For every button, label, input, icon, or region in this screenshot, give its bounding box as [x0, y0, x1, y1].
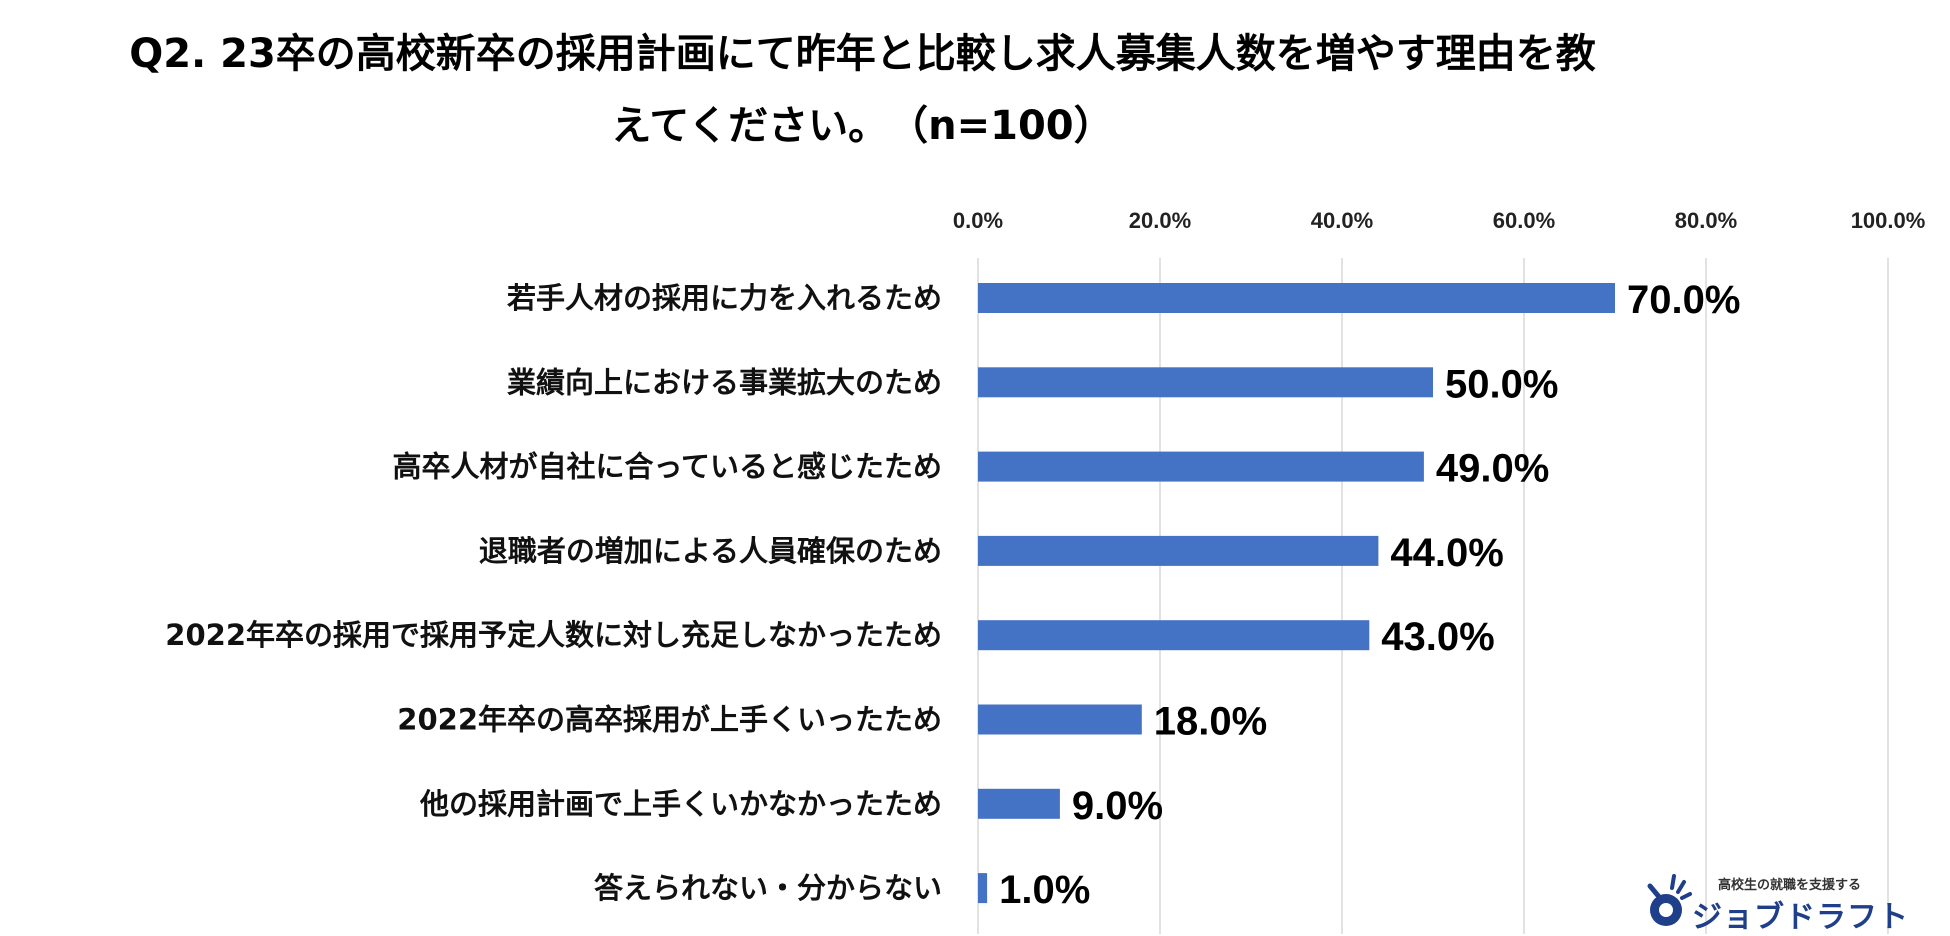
category-label: 他の採用計画で上手くいかなかったため [419, 787, 942, 821]
category-label: 高卒人材が自社に合っていると感じたため [392, 450, 942, 484]
chart-title: Q2. 23卒の高校新卒の採用計画にて昨年と比較し求人募集人数を増やす理由を教 … [0, 18, 1725, 162]
data-label: 50.0% [1445, 362, 1558, 406]
bar [978, 451, 1424, 482]
chart-title-line-1: Q2. 23卒の高校新卒の採用計画にて昨年と比較し求人募集人数を増やす理由を教 [129, 31, 1596, 77]
category-label: 2022年卒の採用で採用予定人数に対し充足しなかったため [165, 618, 942, 652]
x-tick-label: 0.0% [953, 208, 1003, 233]
category-label: 若手人材の採用に力を入れるため [507, 281, 942, 315]
logo-tagline: 高校生の就職を支援する [1718, 878, 1862, 893]
x-tick-label: 100.0% [1851, 208, 1926, 233]
bar [978, 704, 1142, 735]
x-tick-label: 80.0% [1675, 208, 1737, 233]
data-label: 49.0% [1436, 447, 1549, 491]
bar [978, 620, 1370, 651]
data-label: 9.0% [1072, 784, 1163, 828]
category-label: 答えられない・分からない [594, 871, 942, 905]
category-label: 業績向上における事業拡大のため [507, 365, 942, 399]
logo-mark-icon [1647, 874, 1692, 926]
category-label: 2022年卒の高卒採用が上手くいったため [397, 703, 942, 737]
logo-brand: ジョブドラフト [1692, 900, 1909, 935]
data-label: 43.0% [1381, 615, 1494, 659]
x-tick-label: 60.0% [1493, 208, 1555, 233]
data-label: 1.0% [999, 868, 1090, 912]
bar [978, 873, 988, 904]
x-tick-label: 20.0% [1129, 208, 1191, 233]
category-label: 退職者の増加による人員確保のため [479, 534, 942, 568]
jobdraft-logo: 高校生の就職を支援する ジョブドラフト [1640, 870, 1908, 935]
data-label: 70.0% [1627, 278, 1740, 322]
bar [978, 535, 1379, 566]
bar [978, 283, 1615, 313]
bar [978, 788, 1060, 819]
x-tick-label: 40.0% [1311, 208, 1373, 233]
chart-title-line-2: えてください。 （n=100） [611, 103, 1114, 149]
data-label: 44.0% [1390, 531, 1503, 575]
bar [978, 367, 1433, 398]
data-label: 18.0% [1154, 700, 1267, 744]
